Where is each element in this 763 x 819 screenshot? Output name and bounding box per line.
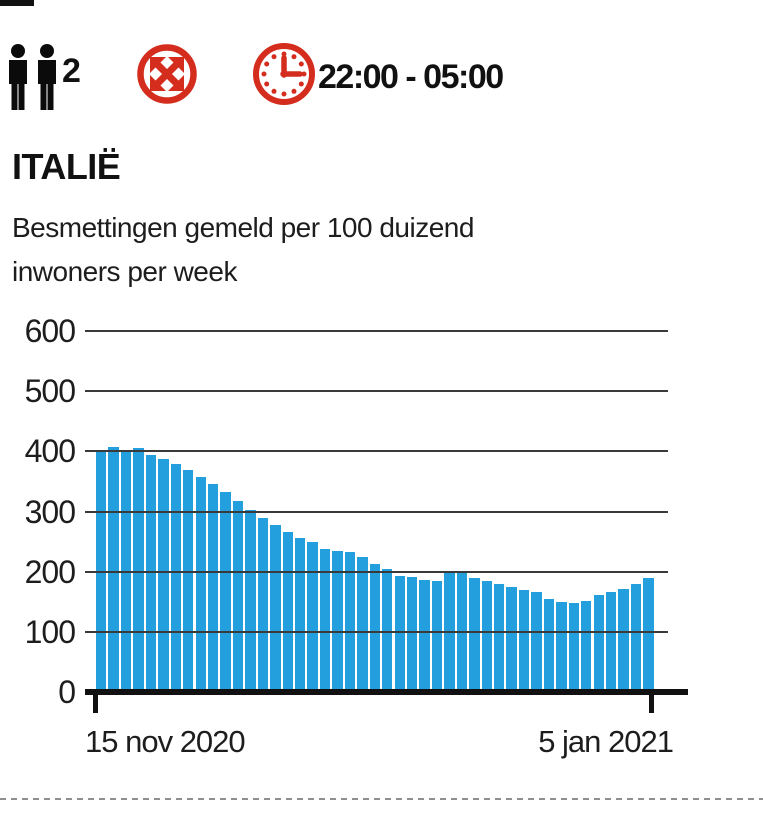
x-axis-tick-left (93, 694, 98, 713)
bar (270, 525, 281, 692)
gridline (85, 390, 668, 393)
y-axis-tick-label: 600 (24, 313, 76, 349)
y-axis-tick-label: 100 (24, 613, 76, 650)
clock-icon (253, 43, 315, 105)
bar (245, 510, 256, 692)
bar (618, 588, 629, 692)
y-axis-tick-label: 400 (24, 433, 76, 470)
bar (133, 448, 144, 692)
gridline (85, 570, 668, 573)
x-axis-end-label: 5 jan 2021 (538, 724, 674, 759)
bar (108, 446, 119, 692)
persons-count-label: 2 (62, 52, 81, 90)
x-axis-tick-right (649, 694, 654, 713)
subtitle-line-1: Besmettingen gemeld per 100 duizend (12, 212, 474, 243)
bar (357, 556, 368, 692)
bar (543, 598, 555, 692)
gridline (85, 510, 668, 513)
corner-mark (0, 0, 34, 6)
bar (431, 580, 443, 692)
bar (183, 470, 194, 692)
bar (369, 563, 381, 692)
y-axis-tick-label: 200 (24, 553, 76, 590)
bar (382, 569, 393, 692)
bar (145, 454, 157, 692)
bar (344, 551, 356, 692)
subtitle-line-2: inwoners per week (12, 256, 237, 287)
bar (643, 577, 654, 692)
curfew-hours-label: 22:00 - 05:00 (318, 58, 504, 96)
bar (593, 595, 604, 692)
bar (195, 477, 206, 692)
gridline (85, 450, 668, 453)
bar (494, 583, 505, 692)
bar (531, 591, 542, 692)
bar (319, 548, 331, 692)
bar (295, 537, 306, 692)
bar (556, 602, 567, 692)
bar (307, 542, 318, 692)
page-title: ITALIË (12, 146, 121, 187)
bar (158, 458, 169, 692)
bar (406, 577, 418, 692)
bottom-dashed-separator (0, 798, 763, 800)
bar (518, 590, 530, 692)
bar (170, 463, 182, 692)
bar (630, 583, 642, 692)
bar (581, 601, 592, 692)
x-axis-start-label: 15 nov 2020 (85, 724, 246, 759)
bar (605, 592, 617, 692)
y-axis-tick-label: 300 (24, 493, 76, 530)
bar (568, 602, 580, 692)
x-axis-line (85, 689, 688, 695)
bar (282, 531, 293, 692)
bar (469, 577, 480, 692)
x-axis-labels: 15 nov 2020 5 jan 2021 (85, 724, 674, 760)
no-travel-crossed-arrows-icon (137, 44, 197, 104)
bar (207, 483, 219, 692)
two-persons-icon (9, 44, 56, 110)
bar (394, 575, 405, 692)
gridline (85, 330, 668, 332)
bar (506, 586, 517, 692)
chart-subtitle: Besmettingen gemeld per 100 duizend inwo… (12, 206, 474, 294)
y-axis-tick-label: 500 (24, 373, 76, 410)
bar (481, 581, 492, 692)
bar (232, 501, 244, 692)
bar (220, 492, 231, 692)
bar (419, 579, 430, 692)
bar (332, 550, 343, 692)
restrictions-icon-row: 2 (0, 0, 763, 120)
y-axis-tick-label: 0 (58, 674, 76, 710)
gridline (85, 630, 668, 633)
bar (257, 517, 269, 692)
